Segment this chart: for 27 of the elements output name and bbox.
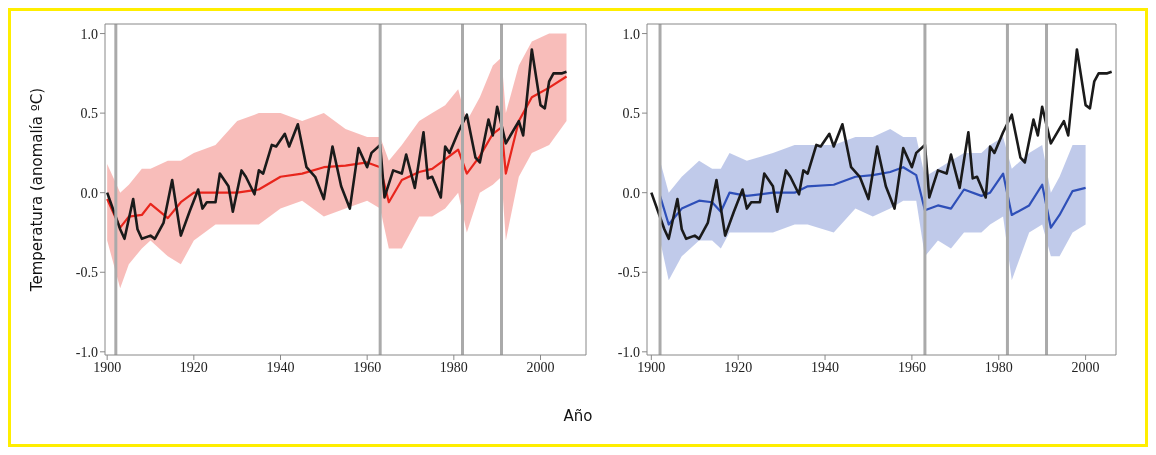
x-tick-label: 1940 [811,359,840,375]
y-tick-label: 1.0 [80,26,98,42]
x-tick-label: 1980 [439,359,468,375]
x-tick-label: 2000 [526,359,555,375]
y-tick-label: 0.0 [80,185,98,201]
y-tick-label: 0.5 [622,106,640,122]
x-tick-label: 1960 [897,359,926,375]
y-tick-label: 0.5 [80,106,98,122]
x-tick-label: 1900 [637,359,666,375]
x-axis-title: Año [562,407,594,425]
x-tick-label: 2000 [1071,359,1100,375]
y-axis-title: Temperatura (anomalía ºC) [28,87,46,293]
y-tick-label: -0.5 [617,265,640,281]
x-tick-label: 1940 [266,359,295,375]
line-series [105,48,568,241]
x-tick-label: 1900 [93,359,122,375]
y-tick-label: -1.0 [75,344,98,360]
x-tick-label: 1980 [984,359,1013,375]
y-tick-label: 1.0 [622,26,640,42]
y-tick-label: -1.0 [617,344,640,360]
line-series [650,48,1113,241]
x-tick-label: 1920 [179,359,208,375]
x-tick-label: 1920 [724,359,753,375]
line-series [106,75,568,229]
x-tick-label: 1960 [353,359,382,375]
y-tick-label: 0.0 [622,185,640,201]
y-tick-label: -0.5 [75,265,98,281]
